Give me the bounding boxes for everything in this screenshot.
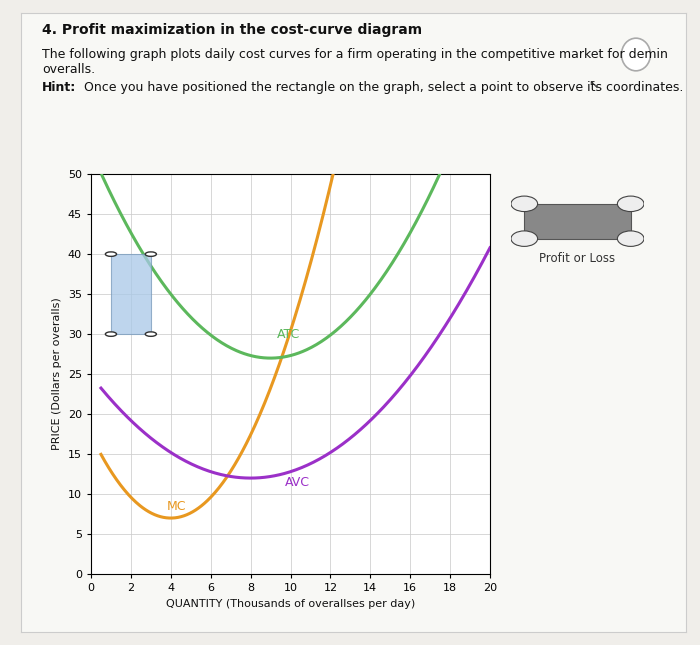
Text: ↖: ↖: [588, 79, 598, 92]
Circle shape: [146, 332, 156, 336]
Circle shape: [106, 332, 116, 336]
X-axis label: QUANTITY (Thousands of overallses per day): QUANTITY (Thousands of overallses per da…: [166, 599, 415, 609]
Circle shape: [622, 38, 650, 71]
Text: Once you have positioned the rectangle on the graph, select a point to observe i: Once you have positioned the rectangle o…: [80, 81, 684, 94]
Circle shape: [511, 231, 538, 246]
Y-axis label: PRICE (Dollars per overalls): PRICE (Dollars per overalls): [52, 298, 62, 450]
Text: MC: MC: [167, 500, 186, 513]
Text: The following graph plots daily cost curves for a firm operating in the competit: The following graph plots daily cost cur…: [42, 48, 668, 76]
Circle shape: [106, 252, 116, 256]
Text: AVC: AVC: [284, 476, 309, 489]
Text: Hint:: Hint:: [42, 81, 76, 94]
Bar: [524, 204, 631, 239]
Text: ATC: ATC: [276, 328, 300, 341]
Circle shape: [511, 196, 538, 212]
Circle shape: [617, 196, 644, 212]
Text: Profit or Loss: Profit or Loss: [540, 252, 615, 265]
Text: ?: ?: [632, 48, 640, 61]
Text: 4. Profit maximization in the cost-curve diagram: 4. Profit maximization in the cost-curve…: [42, 23, 422, 37]
Bar: [111, 254, 151, 334]
Circle shape: [617, 231, 644, 246]
Circle shape: [146, 252, 156, 256]
